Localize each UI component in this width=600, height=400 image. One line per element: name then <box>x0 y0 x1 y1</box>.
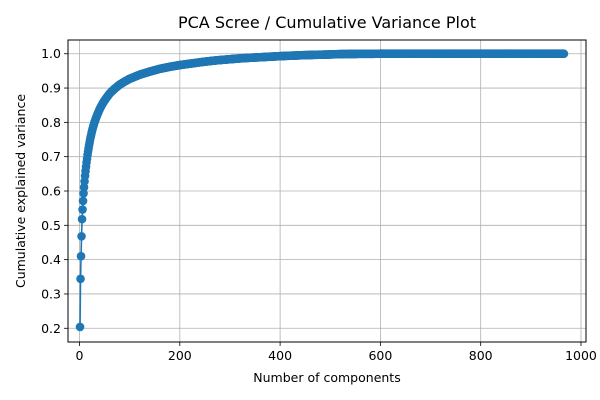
x-tick-label: 800 <box>469 348 493 363</box>
data-point <box>78 196 88 206</box>
axis-ticks: 0 200 400 600 800 1000 0.2 0.3 0.4 0.5 0.6 0.7 0.8 0.… <box>41 46 597 363</box>
grid-lines <box>68 40 586 342</box>
data-point <box>79 189 88 198</box>
y-tick-label: 0.2 <box>41 321 61 336</box>
y-tick-label: 1.0 <box>41 46 61 61</box>
y-tick-label: 0.6 <box>41 184 61 199</box>
chart-title: PCA Scree / Cumulative Variance Plot <box>178 13 476 32</box>
y-tick-label: 0.7 <box>41 149 61 164</box>
data-point <box>77 214 87 224</box>
x-tick-label: 1000 <box>565 348 597 363</box>
data-point <box>76 251 86 261</box>
y-tick-label: 0.5 <box>41 218 61 233</box>
x-tick-label: 200 <box>168 348 192 363</box>
y-tick-label: 0.9 <box>41 81 61 96</box>
y-tick-label: 0.3 <box>41 286 61 301</box>
y-tick-label: 0.8 <box>41 115 61 130</box>
series-markers <box>75 49 569 332</box>
x-axis-label: Number of components <box>253 370 400 385</box>
y-tick-label: 0.4 <box>41 252 61 267</box>
y-axis-label: Cumulative explained variance <box>13 94 28 288</box>
data-point <box>75 322 85 332</box>
x-tick-label: 0 <box>76 348 84 363</box>
x-tick-label: 600 <box>368 348 392 363</box>
data-point <box>559 49 569 59</box>
x-tick-label: 400 <box>268 348 292 363</box>
data-point <box>77 232 86 241</box>
data-point <box>78 205 87 214</box>
data-point <box>76 274 85 284</box>
